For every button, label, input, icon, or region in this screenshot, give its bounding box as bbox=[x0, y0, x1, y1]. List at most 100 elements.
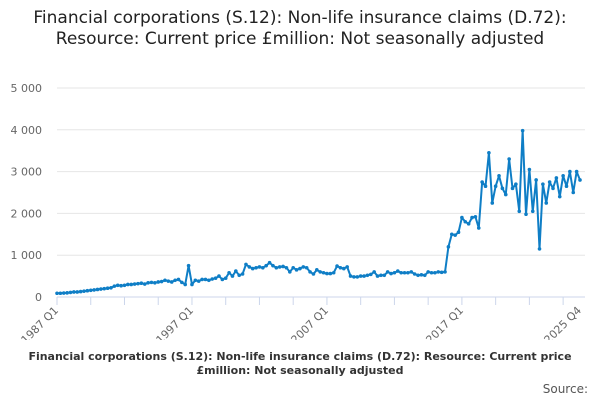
data-point bbox=[102, 286, 107, 291]
data-point bbox=[250, 266, 255, 271]
data-point bbox=[200, 277, 204, 282]
data-point bbox=[99, 287, 103, 291]
data-point bbox=[183, 282, 188, 287]
data-point bbox=[470, 215, 474, 220]
data-point bbox=[186, 263, 191, 268]
y-tick-label: 2 000 bbox=[11, 207, 43, 220]
data-point bbox=[85, 288, 90, 293]
data-point bbox=[261, 265, 265, 270]
data-point bbox=[578, 178, 582, 182]
data-point bbox=[561, 173, 565, 178]
data-point bbox=[365, 273, 370, 278]
data-point bbox=[159, 279, 164, 284]
chart-title: Financial corporations (S.12): Non-life … bbox=[33, 8, 567, 49]
data-point bbox=[298, 266, 302, 271]
data-point bbox=[379, 273, 383, 278]
data-point bbox=[277, 265, 282, 269]
data-point bbox=[169, 280, 174, 284]
data-point bbox=[240, 272, 245, 276]
data-point bbox=[196, 279, 201, 283]
data-point bbox=[514, 182, 518, 186]
data-point bbox=[399, 270, 403, 275]
data-point bbox=[574, 169, 579, 174]
data-point bbox=[304, 265, 309, 270]
data-point bbox=[385, 270, 390, 274]
data-point bbox=[105, 286, 110, 291]
data-point bbox=[142, 282, 147, 286]
data-point bbox=[65, 291, 69, 295]
data-point bbox=[507, 157, 511, 161]
data-point bbox=[490, 201, 495, 205]
data-point bbox=[352, 275, 356, 279]
data-point bbox=[466, 222, 471, 226]
data-point bbox=[291, 265, 295, 270]
data-point bbox=[119, 283, 123, 288]
data-point bbox=[193, 278, 198, 283]
data-point bbox=[355, 275, 360, 279]
data-point bbox=[534, 178, 538, 182]
data-point bbox=[345, 265, 349, 269]
data-point bbox=[176, 277, 181, 282]
data-point bbox=[149, 280, 154, 285]
data-point bbox=[271, 263, 275, 268]
data-point bbox=[210, 277, 215, 281]
data-point bbox=[456, 230, 461, 235]
data-point bbox=[257, 265, 262, 269]
data-point bbox=[331, 270, 336, 275]
data-point bbox=[318, 270, 322, 274]
data-point bbox=[392, 270, 397, 275]
data-point bbox=[139, 281, 144, 286]
data-point bbox=[301, 265, 306, 269]
data-point bbox=[136, 281, 140, 286]
data-point bbox=[551, 186, 555, 191]
data-point bbox=[453, 233, 457, 237]
data-point bbox=[72, 290, 76, 294]
data-point bbox=[473, 214, 478, 219]
data-point bbox=[315, 268, 319, 272]
data-point bbox=[476, 226, 481, 230]
data-point bbox=[389, 271, 393, 276]
data-point bbox=[311, 272, 316, 276]
line-chart: 0 1 000 2 000 3 000 4 000 5 000 1987 Q1 1997 Q1… bbox=[11, 82, 585, 340]
data-point bbox=[267, 260, 272, 265]
data-point bbox=[510, 186, 515, 191]
data-point bbox=[568, 169, 572, 174]
source-label: Source: bbox=[542, 382, 588, 396]
data-point bbox=[419, 273, 424, 277]
data-point bbox=[530, 209, 535, 214]
data-point bbox=[443, 270, 447, 274]
data-point bbox=[220, 277, 225, 282]
data-point bbox=[557, 194, 562, 199]
data-point bbox=[517, 209, 522, 214]
x-tick-label: 1987 Q1 bbox=[19, 304, 62, 340]
data-point bbox=[213, 276, 218, 280]
y-tick-label: 1 000 bbox=[11, 249, 43, 262]
y-tick-label: 5 000 bbox=[11, 82, 43, 95]
x-axis-label: Financial corporations (S.12): Non-life … bbox=[28, 350, 572, 377]
data-point bbox=[115, 283, 120, 288]
data-point bbox=[487, 150, 491, 155]
data-point bbox=[92, 288, 96, 292]
data-point bbox=[274, 265, 279, 270]
data-point bbox=[375, 274, 380, 278]
data-point bbox=[463, 219, 468, 224]
data-point bbox=[112, 284, 117, 288]
y-tick-label: 0 bbox=[35, 291, 42, 304]
data-point bbox=[55, 291, 59, 296]
data-point bbox=[68, 290, 73, 295]
data-point bbox=[342, 266, 346, 271]
data-point bbox=[402, 270, 407, 275]
x-tick-label: 2025 Q4 bbox=[542, 304, 585, 340]
data-point bbox=[207, 278, 211, 283]
data-point bbox=[433, 270, 437, 275]
data-point bbox=[109, 286, 113, 290]
data-point bbox=[230, 274, 235, 278]
x-tick-label: 2007 Q1 bbox=[289, 304, 332, 340]
data-point bbox=[497, 173, 501, 178]
data-point bbox=[412, 272, 417, 276]
data-point bbox=[281, 264, 285, 269]
data-point bbox=[217, 274, 221, 278]
data-point bbox=[500, 186, 505, 191]
data-point bbox=[126, 282, 130, 287]
data-point bbox=[325, 271, 329, 276]
